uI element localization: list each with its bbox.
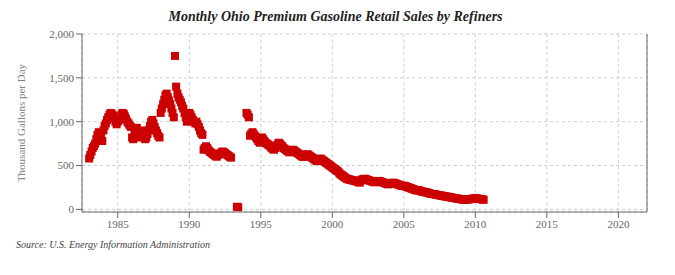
svg-text:2010: 2010 (464, 218, 487, 230)
svg-text:1985: 1985 (107, 218, 130, 230)
svg-text:Thousand Gallons per Day: Thousand Gallons per Day (15, 63, 27, 182)
svg-text:1995: 1995 (250, 218, 273, 230)
html-text:Monthly Ohio Premium Gasoline: Monthly Ohio Premium Gasoline Retail Sal… (168, 9, 503, 24)
svg-text:2020: 2020 (607, 218, 630, 230)
svg-text:0: 0 (69, 203, 75, 215)
svg-text:2000: 2000 (321, 218, 344, 230)
svg-text:1,500: 1,500 (49, 72, 74, 84)
svg-text:1990: 1990 (178, 218, 201, 230)
html-text:Source: U.S. Energy Informatio: Source: U.S. Energy Information Administ… (16, 239, 211, 250)
svg-text:500: 500 (58, 159, 75, 171)
svg-text:2,000: 2,000 (49, 28, 74, 40)
svg-text:2015: 2015 (536, 218, 559, 230)
svg-text:2005: 2005 (393, 218, 416, 230)
svg-text:1,000: 1,000 (49, 116, 74, 128)
